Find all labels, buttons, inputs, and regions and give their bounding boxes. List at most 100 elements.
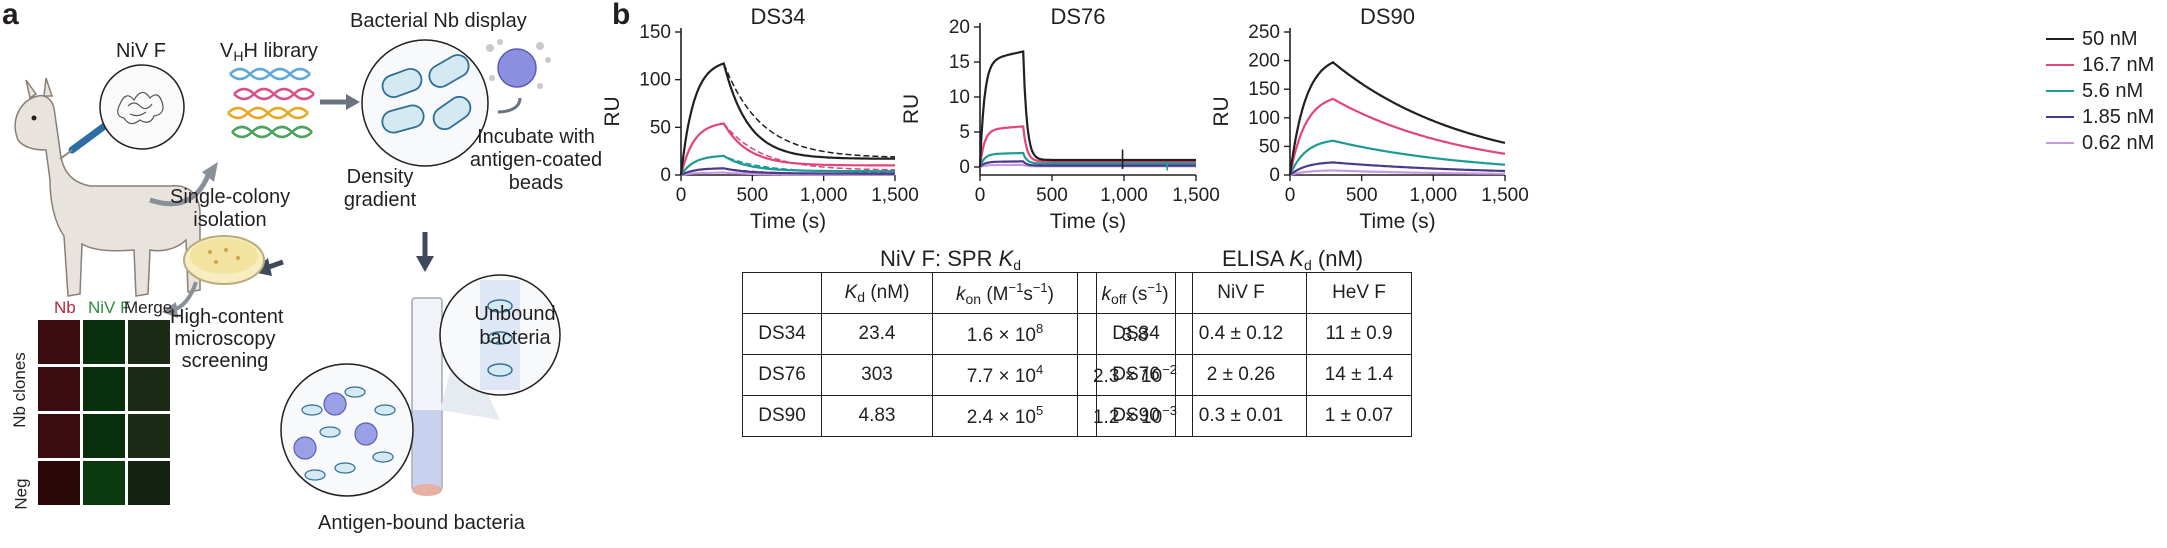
sensorgram-16-7-nM <box>679 122 895 176</box>
x-tick-label: 500 <box>1036 185 1068 206</box>
elisa-header-hev: HeV F <box>1306 272 1412 314</box>
unbound-bacteria-icons <box>487 299 513 377</box>
spr-cell-kon: 1.6 × 108 <box>932 313 1078 355</box>
fit-curve-5-6-nM <box>680 155 895 176</box>
petri-dish-icon <box>183 235 265 285</box>
y-tick-label: 0 <box>660 165 671 186</box>
x-tick-label: 500 <box>1346 185 1378 206</box>
x-tick-label: 0 <box>975 185 986 206</box>
sensorgram-16-7-nM <box>978 125 1196 168</box>
elisa-table-title: ELISA Kd (nM) <box>1222 246 1364 273</box>
x-tick-label: 1,500 <box>871 185 919 206</box>
niv-f-label: NiV F <box>116 40 166 62</box>
y-tick-label: 5 <box>959 122 970 143</box>
legend-swatch <box>2046 115 2074 119</box>
sensorgram-50-nM <box>679 62 895 176</box>
y-axis-label: RU <box>601 96 624 126</box>
legend-item: 5.6 nM <box>2046 78 2154 104</box>
y-tick-label: 150 <box>1248 79 1280 100</box>
micro-header-nivf: NiV F <box>88 298 131 317</box>
elisa-row-ds76: DS76 2 ± 0.26 14 ± 1.4 <box>1096 354 1412 396</box>
llama-illustration <box>14 77 201 297</box>
bound-bacteria-icons <box>301 386 396 481</box>
x-axis-label: Time (s) <box>750 210 826 233</box>
elisa-cell-niv: 0.4 ± 0.12 <box>1175 313 1307 355</box>
legend: 50 nM 16.7 nM 5.6 nM 1.85 nM 0.62 nM <box>2046 26 2154 156</box>
x-tick-label: 500 <box>736 185 768 206</box>
density-gradient-label: Density gradient <box>343 166 417 211</box>
y-tick-label: 100 <box>639 70 671 91</box>
y-tick-label: 100 <box>1248 108 1280 129</box>
y-tick-label: 15 <box>949 52 970 73</box>
microscopy-grid <box>38 320 170 506</box>
spr-cell-kd: 23.4 <box>821 313 933 355</box>
antigen-bound-circle <box>280 363 414 497</box>
spr-cell-name: DS76 <box>742 354 822 396</box>
arrow-bead-to-display <box>497 97 522 114</box>
legend-item: 1.85 nM <box>2046 104 2154 130</box>
antigen-dots <box>486 39 551 89</box>
fit-curve-50-nM <box>680 62 895 176</box>
antigen-bead-icon <box>497 48 537 88</box>
single-colony-label: Single-colony isolation <box>170 186 291 231</box>
elisa-header-row: NiV F HeV F <box>1096 272 1412 314</box>
x-tick-label: 1,500 <box>1481 185 1529 206</box>
unbound-label: Unbound bacteria <box>474 303 556 349</box>
legend-swatch <box>2046 63 2074 67</box>
legend-item: 0.62 nM <box>2046 130 2154 156</box>
legend-label: 0.62 nM <box>2082 131 2155 154</box>
spr-cell-name: DS90 <box>742 395 822 437</box>
x-tick-label: 1,000 <box>1410 185 1458 206</box>
antigen-bound-label: Antigen-bound bacteria <box>318 512 525 534</box>
x-tick-label: 1,500 <box>1172 185 1220 206</box>
sensorgram-5-6-nM <box>978 151 1196 168</box>
spr-cell-kon: 2.4 × 105 <box>932 395 1078 437</box>
spr-cell-name: DS34 <box>742 313 822 355</box>
sensorgram-16-7-nM <box>1288 97 1506 176</box>
density-gradient-tube-icon <box>411 297 443 496</box>
elisa-cell-name: DS90 <box>1096 395 1176 437</box>
niv-f-protein-icon <box>117 91 164 125</box>
elisa-cell-hev: 11 ± 0.9 <box>1306 313 1412 355</box>
legend-item: 16.7 nM <box>2046 52 2154 78</box>
panel-a-letter: a <box>2 0 19 31</box>
y-tick-label: 0 <box>959 157 970 178</box>
spr-cell-kd: 4.83 <box>821 395 933 437</box>
sensorgram-50-nM <box>1288 60 1506 176</box>
bacterial-display-label: Bacterial Nb display <box>350 10 527 32</box>
y-tick-label: 50 <box>1259 136 1280 157</box>
legend-label: 50 nM <box>2082 27 2138 50</box>
legend-label: 5.6 nM <box>2082 79 2144 102</box>
elisa-table: NiV F HeV F DS34 0.4 ± 0.12 11 ± 0.9 DS7… <box>1096 272 1412 437</box>
sensorgram-50-nM <box>978 50 1196 168</box>
x-axis-label: Time (s) <box>1359 210 1435 233</box>
llama-eye <box>31 115 37 121</box>
incubate-label: Incubate with antigen-coated beads <box>469 126 603 194</box>
y-tick-label: 200 <box>1248 51 1280 72</box>
x-tick-label: 1,000 <box>800 185 848 206</box>
micro-header-merge: Merge <box>124 298 173 317</box>
panel-a-illustration <box>14 39 561 497</box>
x-axis-label: Time (s) <box>1050 210 1126 233</box>
arrow-head <box>416 256 434 272</box>
y-tick-label: 10 <box>949 87 970 108</box>
elisa-cell-name: DS34 <box>1096 313 1176 355</box>
micro-row-neg: Neg <box>11 478 31 510</box>
micro-row-nb-clones: Nb clones <box>9 352 29 428</box>
y-tick-label: 50 <box>650 117 671 138</box>
spr-table-title: NiV F: SPR Kd <box>880 246 1022 273</box>
y-axis-label: RU <box>900 94 923 124</box>
micro-header-nb: Nb <box>54 298 76 317</box>
elisa-row-ds34: DS34 0.4 ± 0.12 11 ± 0.9 <box>1096 313 1412 355</box>
chart-title: DS90 <box>1360 4 1415 29</box>
high-content-label: High-content microscopy screening <box>170 306 284 372</box>
x-tick-label: 1,000 <box>1100 185 1148 206</box>
y-tick-label: 20 <box>949 17 970 38</box>
legend-label: 1.85 nM <box>2082 105 2155 128</box>
panel-b-letter: b <box>612 0 631 31</box>
arrow-llama-to-library <box>149 169 213 207</box>
chart-title: DS34 <box>750 4 805 29</box>
legend-swatch <box>2046 89 2074 93</box>
spr-header-kon: kon (M−1s−1) <box>932 272 1078 314</box>
